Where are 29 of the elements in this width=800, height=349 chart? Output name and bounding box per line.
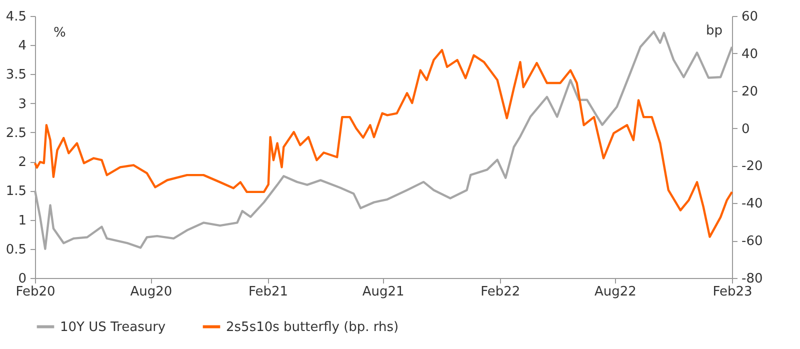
y2-tick-label: 60: [742, 10, 758, 24]
y-tick-label: 1.5: [6, 184, 26, 200]
y-tick-label: 1: [18, 213, 26, 228]
legend-label: 10Y US Treasury: [60, 320, 166, 335]
y2-tick-label: -20: [742, 159, 763, 174]
y2-tick-label: 40: [742, 46, 758, 62]
x-tick-label: Aug22: [594, 284, 636, 300]
x-tick-label: Feb20: [16, 284, 56, 300]
y2-axis-title: bp: [706, 24, 722, 38]
y-tick-label: 2: [18, 155, 26, 170]
y-tick-label: 4: [18, 38, 26, 54]
y-tick-label: 0.5: [6, 242, 26, 258]
legend-label: 2s5s10s butterfly (bp. rhs): [226, 320, 399, 335]
y2-tick-label: -80: [742, 272, 763, 286]
y-tick-label: 3.5: [6, 68, 26, 83]
x-tick-label: Feb21: [248, 284, 288, 300]
y-tick-label: 2.5: [6, 126, 26, 141]
y-tick-label: 3: [18, 96, 26, 112]
x-tick-label: Feb23: [712, 284, 752, 300]
y2-tick-label: 20: [742, 84, 758, 100]
y2-tick-label: -60: [742, 234, 763, 250]
x-tick-label: Aug21: [362, 284, 404, 300]
y-tick-label: 0: [18, 272, 26, 286]
x-tick-label: Aug20: [130, 284, 172, 300]
y-axis-title: %: [54, 26, 66, 40]
x-tick-label: Feb22: [480, 284, 520, 300]
y2-tick-label: 0: [742, 122, 750, 137]
y-tick-label: 4.5: [6, 10, 26, 24]
y2-tick-label: -40: [742, 196, 763, 212]
